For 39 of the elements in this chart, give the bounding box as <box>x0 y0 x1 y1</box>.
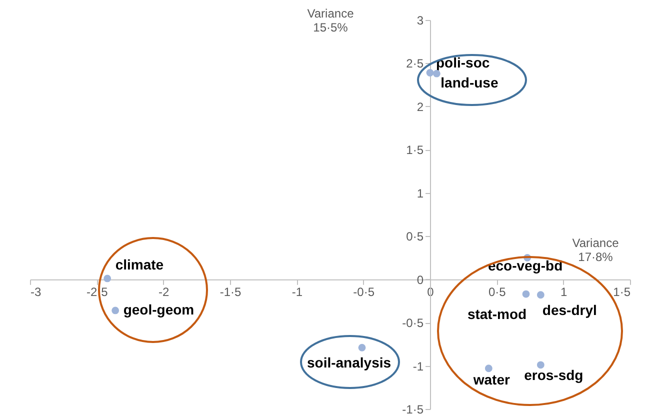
series-label: geol-geom <box>123 301 194 318</box>
point <box>522 290 530 298</box>
y-tick-label: -1·5 <box>402 402 424 416</box>
series-label: eros-sdg <box>524 366 584 383</box>
y-tick-label: 0 <box>416 272 424 287</box>
point <box>484 364 492 372</box>
y-tick-label: 3 <box>416 14 424 28</box>
x-tick-label: -2 <box>158 284 170 299</box>
y-tick-label: 1 <box>416 186 424 200</box>
x-tick-label: 1 <box>560 284 568 299</box>
point <box>536 361 544 369</box>
y-axis-title: Variance 15·5% <box>307 6 354 34</box>
y-tick-label: -0·5 <box>402 316 424 330</box>
x-axis-title: Variance 17·8% <box>572 236 620 264</box>
point <box>426 69 434 76</box>
series-label: soil-analysis <box>306 354 392 371</box>
x-tick-label: 1·5 <box>613 284 631 299</box>
point <box>358 344 366 352</box>
point <box>536 291 544 299</box>
point <box>432 70 440 78</box>
point <box>112 306 120 314</box>
series-label: eco-veg-bd <box>488 258 563 274</box>
y-tick-label: 1·5 <box>406 143 424 158</box>
x-tick-label: -3 <box>30 284 42 299</box>
y-tick-label: 0·5 <box>406 230 424 244</box>
x-tick-label: 0·5 <box>488 284 506 299</box>
y-tick-label: -1 <box>412 359 424 374</box>
series-label: des-dryl <box>542 302 597 318</box>
y-tick-label: 2·5 <box>406 56 424 71</box>
x-tick-label: -1 <box>292 284 303 299</box>
series-label: water <box>472 371 510 388</box>
y-tick-label: 2 <box>416 100 424 114</box>
x-tick-label: -1·5 <box>220 284 242 299</box>
x-tick-label: -0·5 <box>353 284 375 299</box>
series-label: climate <box>115 256 164 272</box>
series-label: stat-mod <box>467 306 527 322</box>
series-label: land-use <box>440 74 498 91</box>
series-label: poli-soc <box>436 54 490 71</box>
point <box>104 274 112 282</box>
